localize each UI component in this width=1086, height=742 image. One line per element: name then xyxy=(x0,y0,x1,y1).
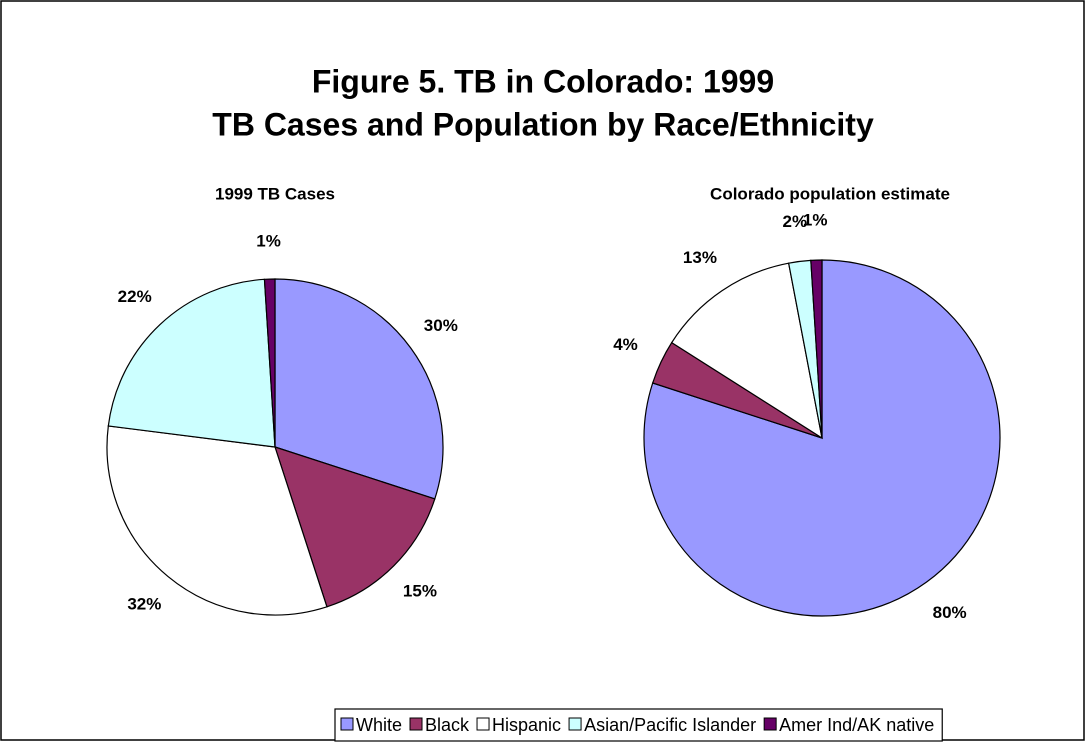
pie-slice xyxy=(107,278,276,448)
pie-slice xyxy=(810,259,823,439)
pie-slice xyxy=(106,425,328,616)
pie-title: 1999 TB Cases xyxy=(215,184,335,203)
data-label: 80% xyxy=(933,603,967,622)
legend-label: Hispanic xyxy=(492,715,561,735)
pie-slice xyxy=(263,278,276,448)
pie-slice xyxy=(274,278,444,500)
data-label: 4% xyxy=(613,335,638,354)
pie-slice xyxy=(274,446,436,608)
data-label: 1% xyxy=(256,232,281,251)
data-label: 22% xyxy=(118,287,152,306)
pie-slice xyxy=(643,259,1001,617)
legend-label: Black xyxy=(425,715,470,735)
data-label: 2% xyxy=(782,212,807,231)
data-label: 30% xyxy=(424,316,458,335)
data-label: 32% xyxy=(127,594,161,613)
legend-swatch xyxy=(763,717,777,731)
legend-swatch xyxy=(476,717,490,731)
legend-label: Asian/Pacific Islander xyxy=(584,715,756,735)
chart-title: Figure 5. TB in Colorado: 1999 xyxy=(312,63,774,99)
chart-subtitle: TB Cases and Population by Race/Ethnicit… xyxy=(212,106,874,142)
legend-swatch xyxy=(568,717,582,731)
legend-swatch xyxy=(340,717,354,731)
pie-title: Colorado population estimate xyxy=(710,184,950,203)
pie-slice xyxy=(670,262,823,440)
legend-box xyxy=(334,708,943,742)
legend-label: Amer Ind/AK native xyxy=(779,715,934,735)
data-label: 13% xyxy=(683,248,717,267)
data-label: 1% xyxy=(803,210,828,229)
data-label: 15% xyxy=(403,581,437,600)
legend-label: White xyxy=(356,715,402,735)
legend-swatch xyxy=(409,717,423,731)
